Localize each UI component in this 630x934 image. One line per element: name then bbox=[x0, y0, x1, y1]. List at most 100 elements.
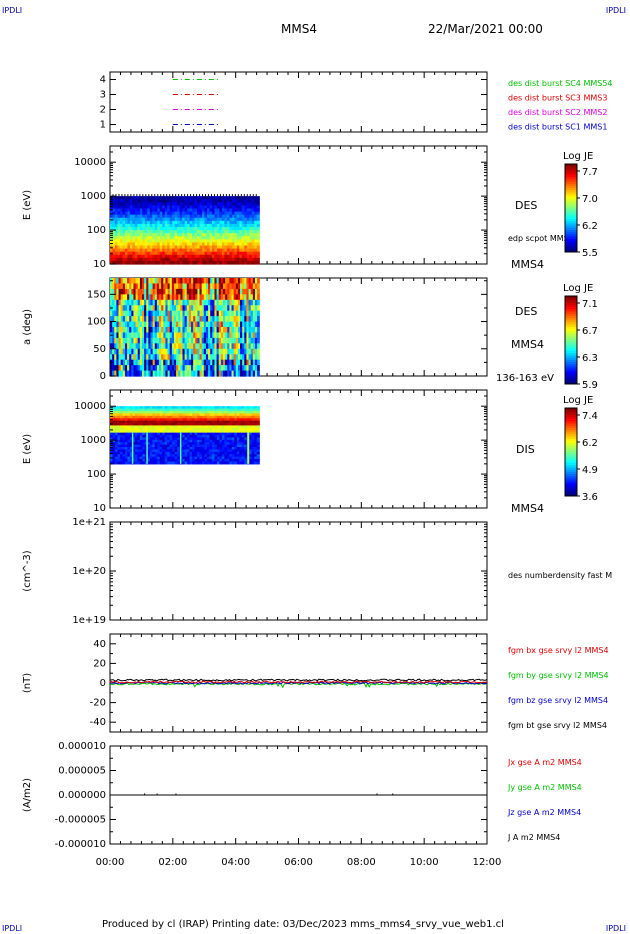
spectrogram-cell bbox=[244, 332, 248, 339]
spectrogram-cell bbox=[127, 294, 130, 301]
spectrogram-cell bbox=[174, 435, 178, 439]
spectrogram-cell bbox=[244, 337, 248, 344]
spectrogram-cell bbox=[148, 327, 152, 334]
spectrogram-cell bbox=[257, 305, 260, 312]
spectrogram-cell bbox=[152, 223, 156, 228]
spectrogram-cell bbox=[122, 430, 126, 434]
spectrogram-cell bbox=[216, 423, 221, 427]
spectrogram-cell bbox=[239, 406, 243, 410]
spectrogram-cell bbox=[244, 423, 248, 427]
spectrogram-cell bbox=[199, 454, 203, 458]
spectrogram-cell bbox=[214, 447, 218, 451]
spectrogram-cell bbox=[222, 283, 226, 290]
spectrogram-cell bbox=[176, 348, 179, 355]
spectrogram-cell bbox=[176, 359, 179, 366]
spectrogram-cell bbox=[203, 327, 207, 334]
spectrogram-cell bbox=[254, 427, 258, 431]
spectrogram-cell bbox=[192, 220, 196, 225]
legend-label: des dist burst SC3 MMS3 bbox=[508, 94, 607, 103]
spectrogram-cell bbox=[187, 439, 191, 443]
spectrogram-cell bbox=[142, 236, 146, 240]
colorbar-cell bbox=[565, 203, 577, 207]
spectrogram-cell bbox=[222, 332, 226, 339]
spectrogram-cell bbox=[167, 459, 171, 463]
spectrogram-cell bbox=[152, 337, 156, 344]
spectrogram-cell bbox=[234, 236, 238, 240]
spectrogram-cell bbox=[167, 211, 171, 216]
spectrogram-cell bbox=[219, 451, 223, 455]
spectrogram-cell bbox=[144, 245, 148, 250]
spectrogram-cell bbox=[256, 447, 260, 451]
spectrogram-cell bbox=[134, 233, 138, 237]
spectrogram-cell bbox=[132, 254, 136, 259]
spectrogram-cell bbox=[117, 430, 121, 434]
spectrogram-cell bbox=[205, 337, 209, 344]
spectrogram-cell bbox=[162, 439, 166, 443]
spectrogram-cell bbox=[221, 439, 226, 443]
spectrogram-cell bbox=[129, 230, 133, 234]
colorbar-tick-label: 7.4 bbox=[582, 411, 598, 422]
spectrogram-cell bbox=[137, 278, 141, 285]
spectrogram-cell bbox=[110, 408, 114, 412]
spectrogram-cell bbox=[192, 439, 196, 443]
spectrogram-cell bbox=[110, 239, 114, 244]
spectrogram-cell bbox=[236, 202, 240, 206]
spectrogram-cell bbox=[119, 211, 124, 216]
spectrogram-cell bbox=[127, 260, 131, 265]
legend-label: fgm bz gse srvy l2 MMS4 bbox=[508, 696, 608, 705]
spectrogram-cell bbox=[212, 365, 216, 372]
spectrogram-cell bbox=[234, 233, 238, 237]
spectrogram-cell bbox=[157, 449, 161, 453]
spectrogram-cell bbox=[199, 208, 203, 213]
spectrogram-cell bbox=[164, 439, 168, 443]
spectrogram-cell bbox=[180, 359, 184, 366]
colorbar-cell bbox=[565, 208, 577, 211]
spectrogram-cell bbox=[237, 321, 241, 328]
spectrogram-cell bbox=[191, 283, 194, 290]
spectrogram-cell bbox=[226, 220, 230, 225]
spectrogram-cell bbox=[254, 365, 258, 372]
spectrogram-cell bbox=[147, 239, 151, 244]
spectrogram-cell bbox=[211, 437, 216, 441]
spectrogram-cell bbox=[195, 316, 199, 323]
spectrogram-cell bbox=[189, 260, 193, 265]
spectrogram-cell bbox=[203, 370, 207, 377]
spectrogram-cell bbox=[119, 461, 124, 465]
spectrogram-cell bbox=[144, 283, 147, 290]
spectrogram-cell bbox=[251, 454, 255, 458]
spectrogram-cell bbox=[132, 444, 136, 448]
spectrogram-cell bbox=[164, 208, 168, 213]
spectrogram-cell bbox=[189, 245, 193, 250]
spectrogram-cell bbox=[167, 196, 171, 200]
spectrogram-cell bbox=[192, 202, 196, 206]
spectrogram-cell bbox=[240, 359, 243, 366]
spectrogram-cell bbox=[167, 413, 171, 417]
spectrogram-cell bbox=[112, 214, 116, 219]
spectrogram-cell bbox=[192, 447, 196, 451]
spectrogram-cell bbox=[162, 415, 166, 419]
spectrogram-cell bbox=[220, 283, 224, 290]
spectrogram-cell bbox=[182, 447, 186, 451]
spectrogram-cell bbox=[122, 332, 126, 339]
spectrogram-cell bbox=[164, 410, 168, 414]
spectrogram-cell bbox=[180, 337, 184, 344]
spectrogram-cell bbox=[254, 248, 258, 253]
spectrogram-cell bbox=[241, 248, 245, 253]
y-tick-label: 150 bbox=[87, 289, 106, 300]
spectrogram-cell bbox=[150, 316, 154, 323]
spectrogram-cell bbox=[169, 283, 173, 290]
spectrogram-cell bbox=[129, 260, 133, 265]
spectrogram-cell bbox=[129, 418, 133, 422]
spectrogram-cell bbox=[239, 456, 243, 460]
spectrogram-cell bbox=[189, 208, 193, 213]
spectrogram-cell bbox=[177, 444, 181, 448]
spectrogram-cell bbox=[177, 196, 181, 200]
spectrogram-cell bbox=[219, 415, 223, 419]
spectrogram-cell bbox=[211, 432, 216, 436]
spectrogram-cell bbox=[169, 196, 173, 200]
colorbar-cell bbox=[565, 489, 577, 493]
spectrogram-cell bbox=[124, 327, 128, 334]
spectrogram-cell bbox=[254, 288, 258, 295]
spectrogram-cell bbox=[227, 299, 230, 306]
spectrogram-cell bbox=[221, 202, 226, 206]
